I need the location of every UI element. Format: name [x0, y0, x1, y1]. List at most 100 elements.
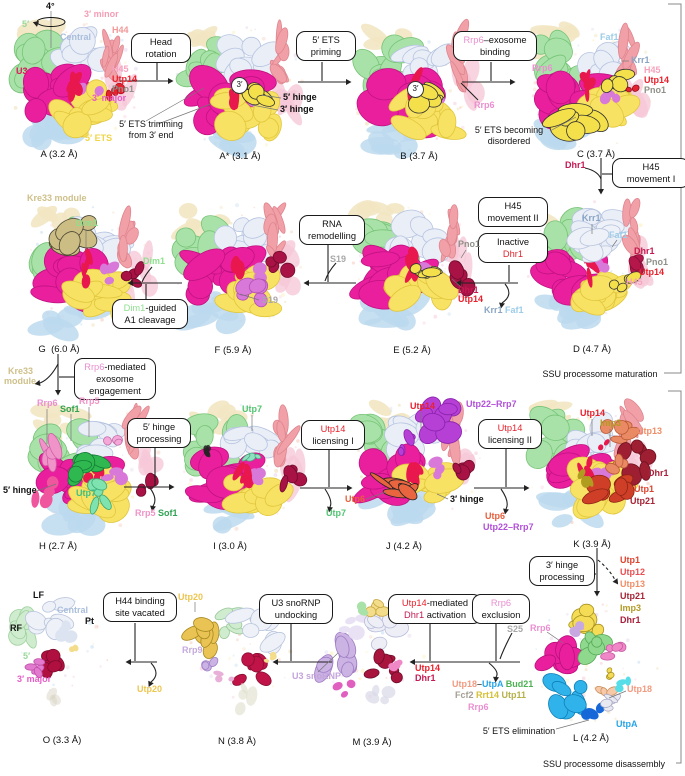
- transition-arrow: [500, 488, 508, 510]
- leader-line: [365, 491, 387, 500]
- label-utp7: Utp7: [242, 404, 262, 414]
- factor-text: Fcf2: [455, 690, 474, 700]
- transition-arrow: [39, 363, 59, 384]
- section-bracket: [668, 390, 682, 764]
- label-utp14: Utp14: [112, 74, 138, 84]
- rna-end-marker: 3′: [407, 81, 424, 98]
- label-krr1: Krr1: [631, 55, 650, 65]
- leader-line: [239, 293, 260, 301]
- arrowhead: [55, 390, 61, 396]
- box-text: Rrp6: [84, 362, 105, 372]
- label-rf: RF: [10, 623, 22, 633]
- transition-box-h45-movement-ii: H45 movement II: [478, 197, 548, 228]
- leader-line: [555, 719, 590, 730]
- factor-text: Utp7: [326, 508, 346, 518]
- factor-text: Rrt14: [473, 690, 500, 700]
- box-text: -guided: [145, 303, 177, 313]
- factor-text: Utp13: [620, 579, 646, 589]
- annotation-line: 5′ ETS elimination: [482, 726, 556, 736]
- box-text: processing: [136, 434, 182, 445]
- label-utp14: Utp14: [410, 401, 436, 411]
- annotation-ssu-processome-disassembly: SSU processome disassembly: [543, 759, 665, 770]
- label-3-major: 3′ major: [92, 93, 127, 103]
- structure-m-caption: M (3.9 Å): [352, 737, 392, 748]
- structure-g-caption: G (6.0 Å): [38, 344, 80, 355]
- structure-a-molecule: [8, 17, 138, 151]
- leader-line: [317, 652, 339, 673]
- factor-text: Faf1: [502, 305, 524, 315]
- label-3-hinge: 3′ hinge: [450, 494, 484, 504]
- annotation-line: SSU processome maturation: [542, 369, 658, 379]
- factor-text: Utp6: [485, 511, 505, 521]
- box-text: U3 snoRNP: [271, 598, 321, 608]
- label-5: 5′: [22, 19, 30, 29]
- label-dhr1: Dhr1: [458, 285, 479, 295]
- transition-box-rna-remodelling: RNA remodelling: [299, 215, 365, 246]
- transition-arrow: [149, 487, 156, 507]
- annotation-line: SSU processome disassembly: [542, 759, 666, 769]
- transition-arrow: [501, 283, 510, 304]
- structure-f-molecule: [170, 202, 303, 335]
- factor-text: Utp21: [620, 591, 646, 601]
- label-pno1: Pno1: [458, 239, 481, 249]
- transition-arrow: [324, 488, 332, 508]
- label-h45: H45: [644, 65, 661, 75]
- arrowhead: [148, 680, 154, 687]
- structure-d-molecule: [526, 197, 654, 330]
- structure-l-caption: L (4.2 Å): [572, 733, 610, 744]
- label-rrp6: Rrp6: [37, 398, 58, 408]
- box-text: licensing II: [488, 435, 532, 446]
- arrowhead: [150, 505, 156, 512]
- label-faf1: Faf1: [600, 32, 619, 42]
- transition-box-5-ets-priming: 5′ ETS priming: [296, 31, 356, 62]
- box-text: Utp14: [401, 598, 427, 608]
- label-utp21: Utp21: [630, 496, 656, 506]
- label-utp22-rrp7: Utp22–Rrp7: [466, 399, 517, 409]
- factor-text: Krr1: [484, 305, 503, 315]
- box-text: -mediated: [104, 362, 146, 372]
- factor-label-dhr1: Dhr1: [565, 160, 586, 170]
- box-text: engagement: [89, 386, 141, 397]
- transition-arrow: [141, 266, 153, 283]
- factor-label-utp18: Utp18–UtpA Bud21: [452, 679, 533, 689]
- box-text: movement II: [487, 213, 539, 224]
- transition-box-5-hinge-processing: 5′ hinge processing: [127, 418, 191, 449]
- arrowhead: [327, 506, 333, 513]
- factor-label-imp3: Imp3: [620, 603, 642, 613]
- box-text: A1 cleavage: [124, 315, 176, 326]
- factor-text: UtpA: [482, 679, 504, 689]
- factor-label-dhr1: Dhr1: [620, 615, 641, 625]
- structure-j-caption: J (4.2 Å): [386, 541, 422, 552]
- factor-label-s25: S25: [507, 624, 523, 634]
- transition-box-rrp6-exosome-binding: Rrp6–exosome binding: [453, 31, 537, 62]
- box-text: -mediated: [426, 598, 469, 608]
- label-utp14: Utp14: [458, 294, 484, 304]
- arrowhead: [455, 280, 461, 286]
- box-text: –exosome: [483, 35, 527, 45]
- factor-text: Sof1: [155, 508, 178, 518]
- annotation-5-ets-becoming: 5′ ETS becoming disordered: [475, 125, 543, 148]
- transition-box-h45-movement-i: H45 movement I: [612, 158, 685, 189]
- transition-box-dim1-guided-a1-cleavage: Dim1-guided A1 cleavage: [112, 299, 188, 330]
- box-text: rotation: [145, 49, 177, 60]
- label-h45: H45: [626, 277, 643, 287]
- factor-text: Dhr1: [565, 160, 586, 170]
- factor-label-s19: S19: [330, 254, 346, 264]
- label-dim1: Dim1: [76, 218, 99, 228]
- factor-label-utp1: Utp1: [620, 555, 640, 565]
- box-text: Utp14: [497, 423, 523, 433]
- structure-i-caption: I (3.0 Å): [213, 541, 247, 552]
- structure-a-caption: A (3.2 Å): [40, 149, 78, 160]
- label-utp18: Utp18: [627, 684, 653, 694]
- leader-line: [261, 94, 282, 99]
- transition-box-utp14-mediated-dhr1-activation: Utp14-mediated Dhr1 activation: [388, 594, 482, 625]
- structure-n-molecule: [181, 606, 293, 716]
- factor-text: Imp3: [620, 603, 642, 613]
- label-central: Central: [57, 605, 89, 615]
- factor-label-dhr1: Dhr1: [415, 673, 436, 683]
- transition-box-utp14-licensing-ii: Utp14 licensing II: [478, 419, 542, 450]
- label-faf1: Faf1: [609, 230, 628, 240]
- factor-text: Dhr1: [415, 673, 436, 683]
- factor-label-utp14: Utp14: [415, 663, 440, 673]
